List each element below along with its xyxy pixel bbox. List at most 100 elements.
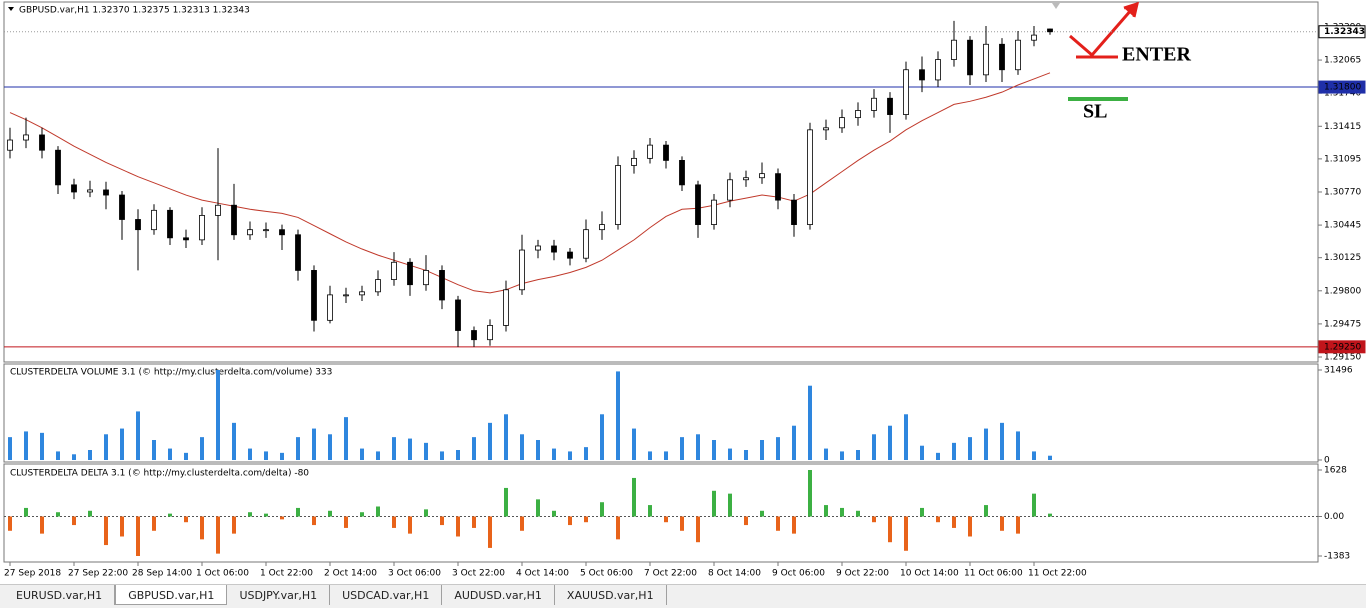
delta-bar [760, 510, 764, 517]
x-tick-label: 1 Oct 22:00 [260, 569, 313, 579]
delta-bar [904, 516, 908, 551]
delta-bar [104, 516, 108, 546]
candle-body [71, 184, 77, 193]
y-tick-label: -1383 [1324, 552, 1350, 562]
volume-bar [680, 437, 684, 460]
volume-bar [616, 371, 620, 460]
x-tick-label: 10 Oct 14:00 [900, 569, 959, 579]
tab[interactable]: USDJPY.var,H1 [227, 585, 331, 605]
delta-title: CLUSTERDELTA DELTA 3.1 (© http://my.clus… [10, 469, 309, 479]
volume-bar [360, 448, 364, 460]
volume-bar [56, 451, 60, 460]
tab[interactable]: XAUUSD.var,H1 [555, 585, 667, 605]
candle-body [647, 144, 653, 159]
delta-bar [376, 506, 380, 517]
volume-bar [664, 451, 668, 460]
candle-body [55, 149, 61, 186]
delta-bar [936, 516, 940, 523]
tab[interactable]: USDCAD.var,H1 [330, 585, 443, 605]
delta-bar [392, 516, 396, 528]
price-label: 1.29250 [1324, 342, 1361, 352]
volume-bar [1032, 451, 1036, 460]
tab[interactable]: AUDUSD.var,H1 [442, 585, 555, 605]
candle-body [375, 279, 381, 293]
candle-body [567, 251, 573, 259]
candle-body [327, 294, 333, 321]
candle-body [551, 245, 557, 253]
y-tick-label: 1.29150 [1324, 353, 1361, 363]
candle-body [423, 270, 429, 286]
candle-body [695, 184, 701, 225]
volume-bar [824, 448, 828, 460]
volume-bar [328, 434, 332, 460]
volume-bar [200, 437, 204, 460]
tab[interactable]: GBPUSD.var,H1 [115, 585, 228, 605]
enter-arrow [1069, 1, 1140, 59]
candle-body [983, 43, 989, 76]
tab[interactable]: EURUSD.var,H1 [4, 585, 116, 605]
candle-body [455, 299, 461, 331]
x-tick-label: 9 Oct 06:00 [772, 569, 825, 579]
candle-body [39, 134, 45, 151]
volume-bar [904, 414, 908, 460]
volume-bar [472, 437, 476, 460]
delta-bar [600, 502, 604, 517]
delta-bar [776, 516, 780, 531]
y-tick-label: 1.29475 [1324, 319, 1361, 329]
volume-bar [264, 451, 268, 460]
delta-bar [504, 487, 508, 517]
y-tick-label: 1.31415 [1324, 122, 1361, 132]
candle-body [103, 189, 109, 196]
y-tick-label: 1.31740 [1324, 89, 1361, 99]
delta-bar [136, 516, 140, 556]
delta-bar [744, 516, 748, 526]
x-tick-label: 28 Sep 14:00 [132, 569, 192, 579]
candle-body [903, 69, 909, 115]
x-tick-label: 1 Oct 06:00 [196, 569, 249, 579]
delta-bar [280, 516, 284, 520]
candle-body [263, 229, 269, 232]
candle-body [231, 204, 237, 236]
delta-bar [312, 516, 316, 526]
volume-title: CLUSTERDELTA VOLUME 3.1 (© http://my.clu… [10, 368, 332, 378]
delta-bar [424, 509, 428, 517]
delta-bar [72, 516, 76, 526]
x-tick-label: 3 Oct 22:00 [452, 569, 505, 579]
volume-bar [296, 437, 300, 460]
candle-body [23, 134, 29, 141]
candle-body [583, 229, 589, 259]
volume-bar [520, 434, 524, 460]
volume-bar [632, 428, 636, 460]
candle-body [135, 219, 141, 231]
candle-body [823, 127, 829, 131]
delta-bar [440, 516, 444, 526]
volume-bar [568, 451, 572, 460]
volume-bar [168, 448, 172, 460]
delta-bar [88, 510, 92, 517]
candle-body [743, 177, 749, 181]
delta-bar [632, 477, 636, 517]
volume-bar [952, 442, 956, 460]
chart: GBPUSD.var,H1 1.32370 1.32375 1.32313 1.… [3, 1, 1366, 579]
delta-bar [184, 516, 188, 523]
candle-body [247, 229, 253, 236]
delta-bar [728, 493, 732, 517]
y-tick-label: 1.30770 [1324, 187, 1361, 197]
candle-body [967, 39, 973, 76]
volume-bar [584, 447, 588, 460]
candle-body [519, 249, 525, 291]
delta-pane [3, 463, 1319, 563]
candle-body [999, 43, 1005, 71]
candle-body [839, 117, 845, 129]
volume-bar [344, 417, 348, 460]
x-tick-label: 4 Oct 14:00 [516, 569, 569, 579]
candle-body [1047, 28, 1053, 33]
candle-body [87, 189, 93, 193]
delta-bar [712, 490, 716, 517]
volume-bar [840, 451, 844, 460]
candle-body [215, 204, 221, 216]
volume-bar [808, 385, 812, 460]
volume-bar [600, 414, 604, 460]
volume-bar [536, 439, 540, 460]
shift-marker [1052, 3, 1060, 9]
